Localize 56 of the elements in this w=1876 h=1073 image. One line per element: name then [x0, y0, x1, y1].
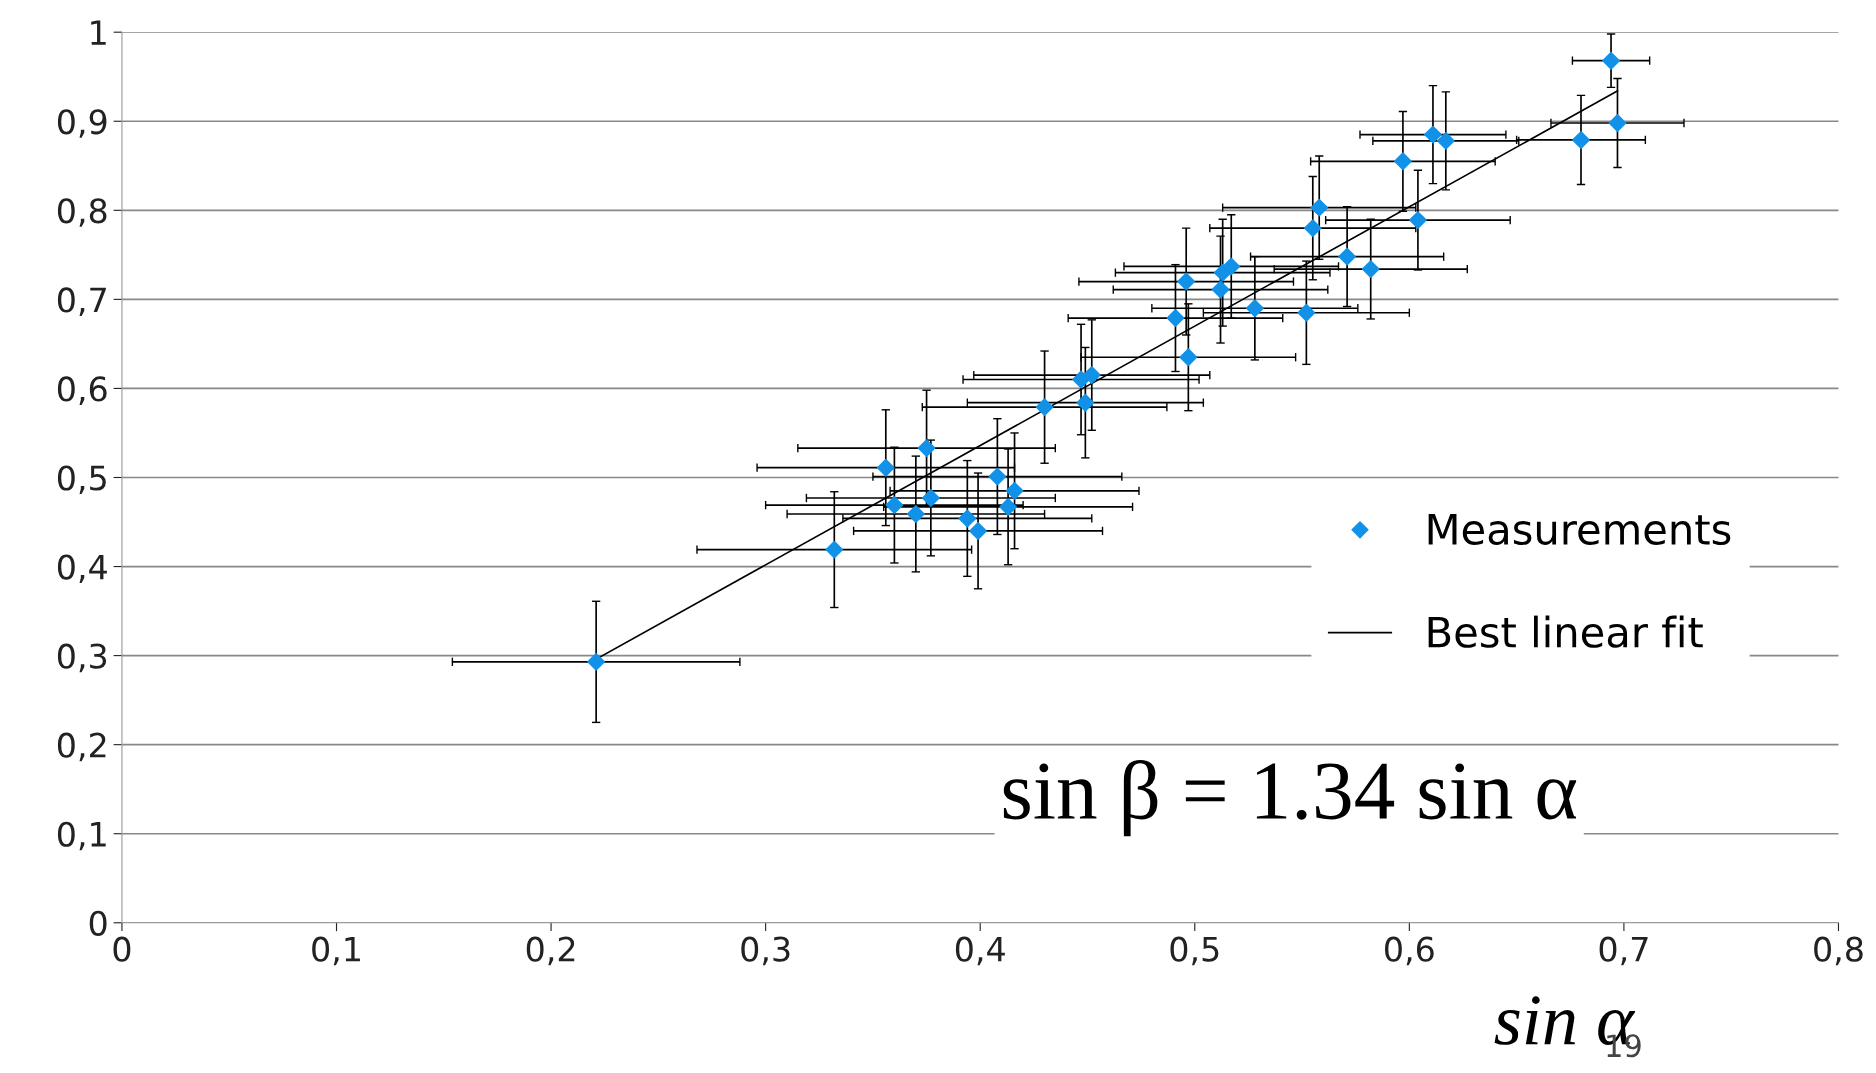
legend-label: Measurements [1428, 514, 1731, 546]
point [1303, 219, 1322, 238]
point [1608, 114, 1627, 132]
point [969, 522, 987, 540]
point [1177, 272, 1196, 291]
x-tick-label: 0,6 [1385, 936, 1434, 966]
point [988, 467, 1007, 486]
point [1297, 303, 1316, 322]
point [1005, 481, 1024, 500]
point [1436, 131, 1455, 150]
y-tick-label: 0,4 [57, 554, 107, 584]
x-tick-label: 0,4 [955, 936, 1005, 966]
point [1222, 257, 1241, 276]
point [906, 505, 925, 523]
y-tick-label: 0 [89, 910, 107, 936]
y-tick-label: 1 [91, 20, 106, 45]
point [921, 489, 940, 507]
y-tick-label: 0,3 [57, 643, 107, 673]
y-tick-label: 0,9 [57, 109, 107, 138]
legend-label: Best linear fit [1428, 615, 1703, 648]
point [1166, 309, 1185, 327]
point [1424, 125, 1442, 144]
x-tick-label: 0,3 [741, 936, 790, 966]
y-tick-label: 0,6 [57, 376, 107, 405]
point [1076, 393, 1095, 412]
y-tick-label: 0,7 [57, 287, 106, 316]
y-tick-label: 0,2 [57, 732, 106, 762]
point [1082, 366, 1101, 384]
point [1035, 398, 1054, 417]
point [917, 439, 936, 458]
point [1338, 247, 1357, 266]
point [1602, 51, 1620, 70]
x-tick-label: 0,1 [312, 936, 360, 966]
point [1211, 280, 1230, 299]
point [958, 509, 977, 528]
x-tick-label: 0,2 [526, 936, 575, 966]
point [1310, 198, 1329, 217]
annotation: sin β = 1.34 sin α [1003, 759, 1577, 837]
point [1572, 131, 1590, 149]
x-tick-label: 0,5 [1170, 936, 1219, 966]
point [1393, 152, 1412, 171]
point [1409, 211, 1427, 230]
x-tick-label: 0,7 [1599, 936, 1648, 966]
y-tick-label: 0,1 [57, 821, 106, 851]
x-tick-label: 0 [113, 936, 131, 962]
y-tick-label: 0,5 [57, 465, 106, 495]
point [999, 497, 1018, 516]
point [1361, 260, 1380, 278]
point [1179, 348, 1198, 367]
y-tick-label: 0,8 [57, 198, 107, 227]
point [876, 458, 895, 477]
point [1245, 299, 1264, 318]
point [885, 496, 904, 515]
point [825, 540, 844, 559]
x-tick-label: 0,8 [1814, 936, 1863, 966]
point [587, 652, 606, 671]
